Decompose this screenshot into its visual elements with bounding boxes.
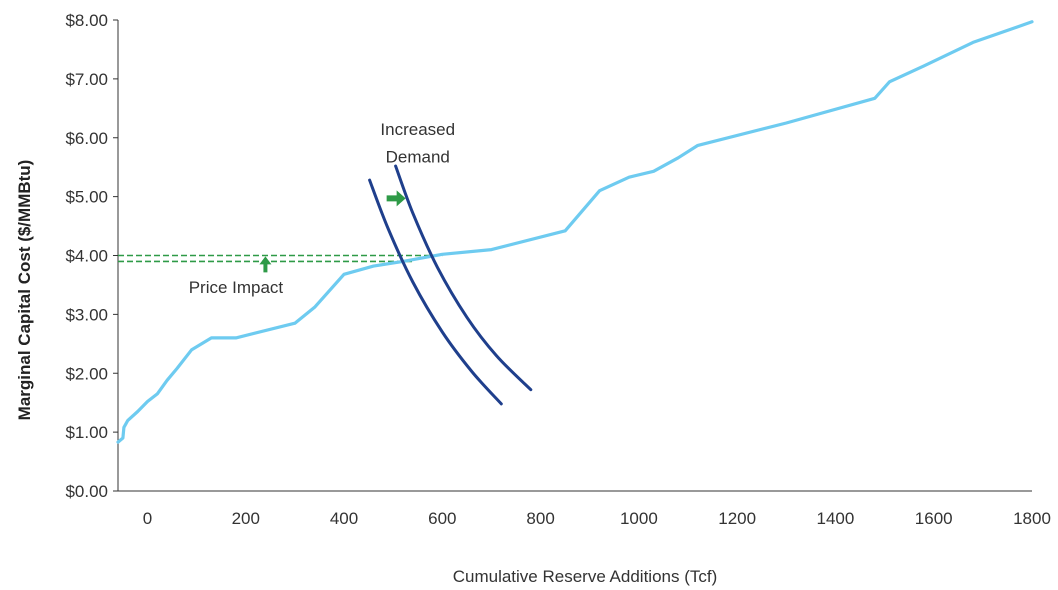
y-tick-label: $5.00: [65, 188, 108, 207]
y-tick-label: $0.00: [65, 482, 108, 501]
supply-curve: [116, 20, 1034, 444]
y-tick-label: $4.00: [65, 247, 108, 266]
x-ticks: 0 200 400 600 800 1000 1200 1400 1600 1800: [143, 509, 1051, 528]
y-tick-label: $1.00: [65, 423, 108, 442]
demand-original-curve: [368, 178, 503, 406]
y-tick-label: $8.00: [65, 11, 108, 30]
annotation-label: Price Impact: [189, 278, 284, 297]
series-layer: [116, 20, 1034, 444]
x-axis-title: Cumulative Reserve Additions (Tcf): [453, 567, 718, 586]
x-tick-label: 1400: [817, 509, 855, 528]
x-tick-label: 1600: [915, 509, 953, 528]
y-tick-label: $7.00: [65, 70, 108, 89]
x-tick-label: 1200: [718, 509, 756, 528]
arrow-right-icon: [386, 190, 406, 207]
y-tick-label: $2.00: [65, 364, 108, 383]
annotation-label: Demand: [386, 147, 450, 166]
price-lines: [118, 254, 443, 263]
x-tick-label: 1000: [620, 509, 658, 528]
x-tick-label: 0: [143, 509, 152, 528]
x-tick-label: 800: [526, 509, 554, 528]
annotation-label: Increased: [380, 120, 455, 139]
demand-increased-curve: [394, 164, 533, 392]
y-tick-label: $3.00: [65, 305, 108, 324]
x-tick-label: 400: [330, 509, 358, 528]
x-tick-label: 600: [428, 509, 456, 528]
y-axis-title: Marginal Capital Cost ($/MMBtu): [15, 160, 34, 421]
y-tick-label: $6.00: [65, 129, 108, 148]
arrow-up-icon: [259, 256, 272, 273]
arrows-layer: [259, 190, 406, 273]
x-tick-label: 200: [232, 509, 260, 528]
annotations-layer: Increased Demand Price Impact: [189, 120, 455, 297]
y-ticks: $0.00 $1.00 $2.00 $3.00 $4.00 $5.00 $6.00 $7.00…: [65, 11, 118, 501]
x-tick-label: 1800: [1013, 509, 1051, 528]
